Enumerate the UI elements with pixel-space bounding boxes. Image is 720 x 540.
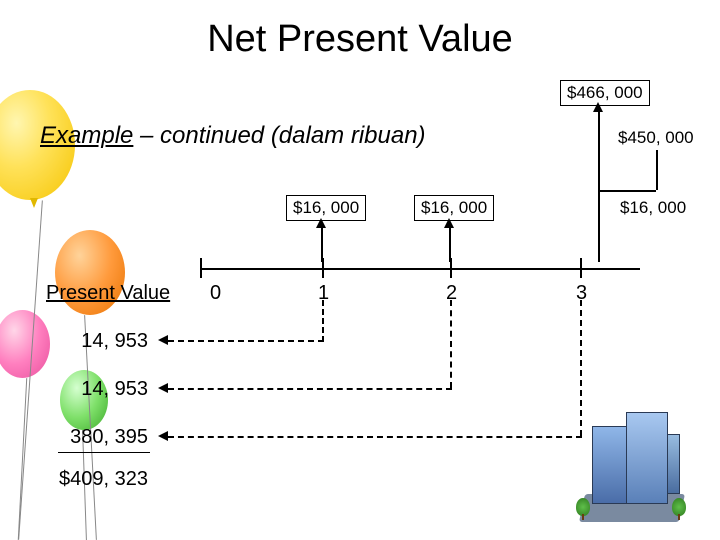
pv-row-2: 14, 953	[58, 378, 148, 401]
connector-line	[598, 190, 656, 192]
arrow-stem	[449, 222, 451, 262]
pv-total: $409, 323	[58, 468, 148, 491]
building-icon	[572, 402, 692, 522]
terminal-component-label: $450, 000	[618, 128, 694, 148]
timeline-tick	[450, 258, 452, 278]
discount-line	[168, 340, 324, 342]
connector-line	[656, 150, 658, 190]
subtitle-example: Example	[40, 122, 133, 149]
arrow-left-icon	[158, 431, 168, 441]
arrow-up-icon	[316, 218, 326, 228]
timeline-label-0: 0	[210, 282, 221, 305]
balloon-decoration	[0, 310, 50, 378]
timeline-tick	[200, 258, 202, 278]
discount-line	[322, 300, 324, 342]
timeline-axis	[200, 268, 640, 270]
arrow-stem	[598, 106, 600, 262]
page-title: Net Present Value	[0, 18, 720, 61]
terminal-value-box: $466, 000	[560, 80, 650, 106]
pv-underline	[58, 452, 150, 453]
discount-line	[168, 388, 452, 390]
arrow-up-icon	[593, 102, 603, 112]
pv-row-1: 14, 953	[58, 330, 148, 353]
pv-row-3: 380, 395	[58, 426, 148, 449]
arrow-left-icon	[158, 383, 168, 393]
arrow-left-icon	[158, 335, 168, 345]
timeline-tick	[580, 258, 582, 278]
pv-heading: Present Value	[46, 282, 170, 305]
arrow-stem	[321, 222, 323, 262]
cashflow-box-2: $16, 000	[414, 195, 494, 221]
subtitle-rest: – continued (dalam ribuan)	[133, 122, 425, 149]
balloon-string	[18, 378, 27, 540]
subtitle: Example – continued (dalam ribuan)	[40, 122, 426, 150]
arrow-up-icon	[444, 218, 454, 228]
cashflow-box-1: $16, 000	[286, 195, 366, 221]
cashflow-label-3: $16, 000	[620, 198, 686, 218]
timeline-tick	[322, 258, 324, 278]
discount-line	[168, 436, 582, 438]
discount-line	[450, 300, 452, 388]
